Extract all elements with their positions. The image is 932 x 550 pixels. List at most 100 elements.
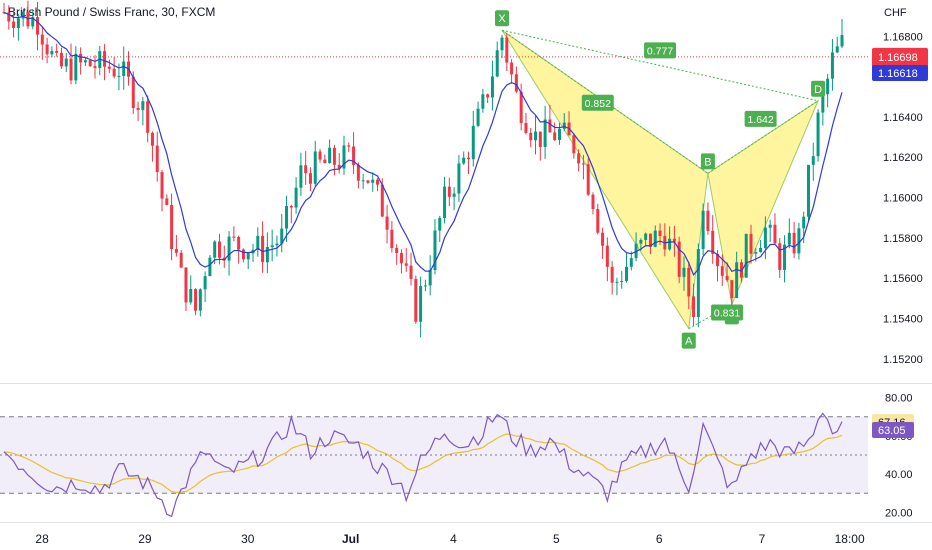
candle-body [744,233,748,278]
ratio-text: 1.642 [747,114,773,126]
candle-body [543,119,547,148]
candle-body [280,228,284,244]
point-label: A [685,336,693,348]
candle-body [625,266,629,282]
candle-body [275,243,279,246]
candle-body [122,61,126,76]
candle-body [74,53,78,81]
ratio-badge [644,42,677,59]
price-tick-label: 1.15200 [883,354,923,366]
candle-body [534,131,538,141]
price-tick-label: 1.16400 [883,112,923,124]
pattern-dotted-line [707,100,819,174]
candle-body [692,296,696,318]
candle-body [524,122,528,133]
pattern-dotted-line [501,29,819,102]
candle-body [620,281,624,283]
candle-body [706,210,710,231]
rsi-band-fill [0,416,868,494]
candle-body [50,50,54,55]
candle-body [682,267,686,277]
candle-body [409,265,413,279]
rsi-band [0,416,868,494]
candle-body [816,112,820,157]
candle-body [246,253,250,260]
candle-body [802,216,806,229]
price-tick-label: 1.15400 [883,313,923,325]
candle-body [198,289,202,311]
candle-body [404,263,408,266]
candle-body [366,180,370,183]
candle-body [165,198,169,205]
candle-body [519,91,523,123]
candle-body [83,60,87,63]
candle-body [270,245,274,247]
candle-body [323,159,327,164]
candle-body [452,193,456,197]
candle-body [217,241,221,258]
candle-body [313,151,317,184]
candle-body [69,58,73,81]
candle-body [773,224,777,244]
candle-body [117,75,121,77]
candle-body [797,228,801,254]
candle-body [136,108,140,110]
candle-body [677,241,681,277]
chart-title: British Pound / Swiss Franc, 30, FXCM [6,4,218,20]
candle-body [112,68,116,77]
candle-body [490,76,494,98]
candle-body [395,248,399,253]
candle-body [787,232,791,245]
candle-body [150,132,154,146]
pattern-triangle-bcd [707,99,820,307]
candle-body [639,239,643,244]
candle-body [328,147,332,164]
candle-body [45,44,49,55]
candle-body [141,101,145,110]
candle-body [208,257,212,277]
rsi-tick-label: 80.00 [885,393,913,405]
candle-body [371,179,375,183]
ma-value-text: 1.16618 [878,68,918,80]
candle-body [529,132,533,141]
rsi-signal-line [3,433,843,494]
candle-body [385,216,389,230]
time-tick-label: 29 [138,532,152,546]
price-tags: 1.1669806:331.1661867.1663.05 [872,47,928,439]
candle-body [763,227,767,248]
ratio-badge [581,94,614,111]
candle-body [840,35,844,47]
candle-body [256,235,260,250]
candle-body [548,119,552,133]
candle-body [457,163,461,194]
candle-body [596,209,600,233]
harmonic-pattern [501,29,820,331]
candle-body [711,230,715,254]
candle-body [390,229,394,249]
pattern-point-b: B [700,153,715,170]
candle-body [648,233,652,247]
candle-body [376,179,380,185]
candle-body [495,50,499,77]
candles [0,0,868,338]
candle-body [605,245,609,267]
candle-body [749,233,753,254]
candle-body [423,285,427,287]
candle-body [31,17,35,27]
candle-body [285,205,289,229]
ma-value-tag [872,64,928,81]
candle-body [615,281,619,283]
time-tick-label: 28 [35,532,49,546]
candle-body [16,18,20,28]
rsi-value-text: 63.05 [878,425,906,437]
candle-body [342,145,346,169]
candle-body [294,187,298,208]
candle-body [538,131,542,148]
candle-body [237,236,241,250]
candle-body [830,52,834,79]
candle-body [778,243,782,270]
candle-body [653,230,657,247]
candle-body [821,94,825,113]
